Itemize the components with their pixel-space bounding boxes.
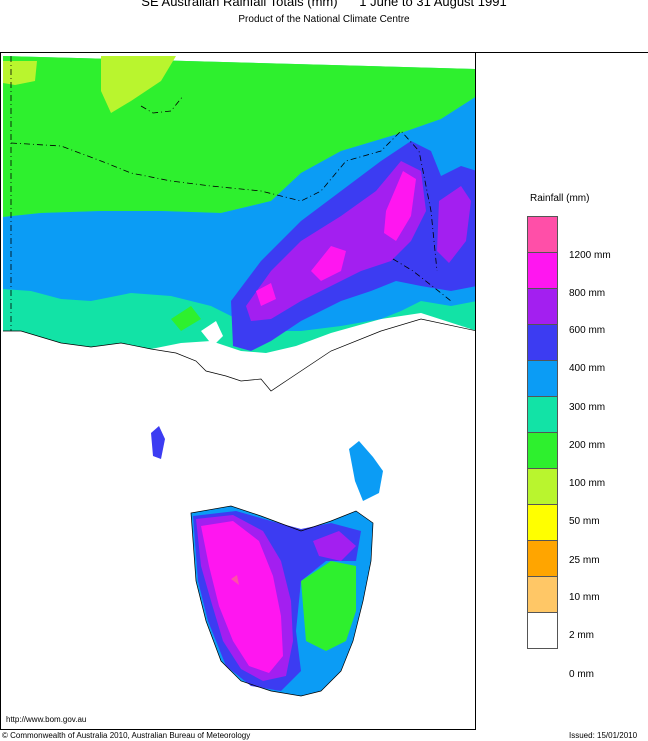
legend-label-2: 2 mm — [569, 630, 594, 641]
legend-swatch — [527, 612, 558, 649]
state-border-act — [392, 258, 452, 302]
mainland-zone-800 — [246, 161, 426, 321]
rainfall-map-svg — [3, 56, 475, 729]
king-island — [151, 426, 165, 459]
mainland-zone-100-nw — [3, 61, 37, 85]
map-subtitle: Product of the National Climate Centre — [238, 14, 410, 25]
legend-label-50: 50 mm — [569, 516, 600, 527]
legend-swatch — [527, 468, 558, 505]
legend-label-200: 200 mm — [569, 440, 606, 451]
legend-swatch — [527, 360, 558, 397]
mainland-zone-1200-ridge — [384, 171, 416, 241]
legend-label-400: 400 mm — [569, 363, 606, 374]
mainland-coastline — [3, 318, 475, 392]
legend-swatch — [527, 576, 558, 613]
legend-label-100: 100 mm — [569, 478, 606, 489]
legend-swatch — [527, 324, 558, 361]
legend-swatch — [527, 432, 558, 469]
tasmania-zone-1200 — [201, 521, 283, 673]
mainland-zone-1200-west — [256, 283, 276, 306]
copyright-notice: © Commonwealth of Australia 2010, Austra… — [2, 731, 251, 740]
port-phillip-bay — [201, 321, 223, 346]
legend-swatch — [527, 288, 558, 325]
tasmania-zone-max — [231, 575, 239, 585]
map-title: SE Australian Rainfall Totals (mm) 1 Jun… — [141, 0, 507, 9]
legend-label-600: 600 mm — [569, 325, 606, 336]
legend-label-10: 10 mm — [569, 592, 600, 603]
legend-swatch — [527, 540, 558, 577]
mainland-zone-800-east — [437, 186, 471, 263]
legend-swatch — [527, 216, 558, 253]
legend-label-300: 300 mm — [569, 402, 606, 413]
legend-label-800: 800 mm — [569, 288, 606, 299]
legend-swatch — [527, 252, 558, 289]
mainland-zone-100 — [101, 56, 176, 113]
legend-panel — [476, 52, 648, 730]
legend-color-bar — [527, 216, 558, 649]
mainland-zone-1200 — [311, 246, 346, 281]
source-url: http://www.bom.gov.au — [6, 715, 87, 724]
legend-title: Rainfall (mm) — [530, 193, 590, 204]
tasmania-zone-800-ne — [313, 531, 356, 561]
legend-label-1200: 1200 mm — [569, 250, 611, 261]
legend-swatch — [527, 396, 558, 433]
legend-swatch — [527, 504, 558, 541]
mainland-zone-300-lake — [171, 306, 201, 331]
flinders-island — [349, 441, 383, 501]
legend-label-25: 25 mm — [569, 555, 600, 566]
state-border-nsw-qld — [140, 95, 184, 114]
issued-date: Issued: 15/01/2010 — [569, 731, 638, 740]
tasmania-coastline — [190, 505, 374, 697]
rainfall-map — [0, 52, 476, 730]
tasmania-zone-200 — [301, 561, 356, 651]
legend-label-0: 0 mm — [569, 669, 594, 680]
